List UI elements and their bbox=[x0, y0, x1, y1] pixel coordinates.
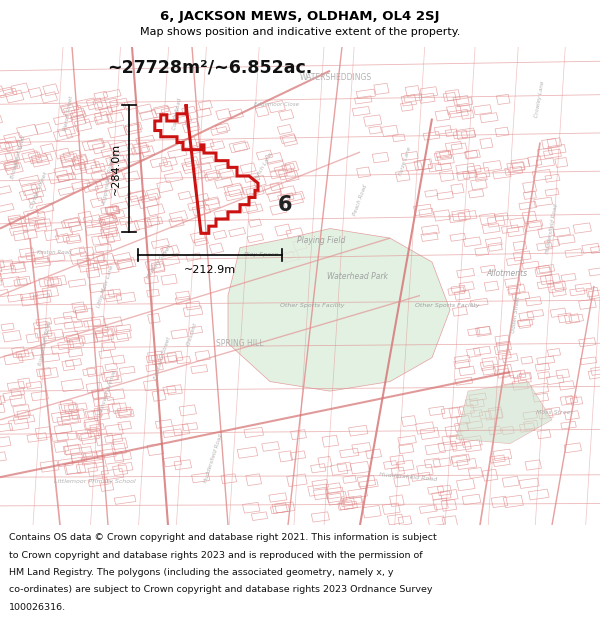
Text: Vincent Avenue: Vincent Avenue bbox=[99, 370, 117, 413]
Text: Count Road: Count Road bbox=[172, 98, 182, 130]
Text: Herbert Street: Herbert Street bbox=[146, 244, 172, 279]
Polygon shape bbox=[228, 229, 450, 391]
Text: Hutch Lane: Hutch Lane bbox=[254, 152, 274, 181]
Text: ~27728m²/~6.852ac.: ~27728m²/~6.852ac. bbox=[107, 59, 313, 77]
Text: 6: 6 bbox=[278, 194, 292, 214]
Text: Furze Lane: Furze Lane bbox=[398, 147, 412, 177]
Text: to Crown copyright and database rights 2023 and is reproduced with the permissio: to Crown copyright and database rights 2… bbox=[9, 551, 422, 559]
Text: Allotments: Allotments bbox=[487, 269, 527, 279]
Text: Huddersfield Road: Huddersfield Road bbox=[379, 472, 437, 482]
Text: Clyde Street: Clyde Street bbox=[29, 171, 49, 209]
Text: Edgemoor Close: Edgemoor Close bbox=[254, 102, 299, 107]
Text: Other Sports Facility: Other Sports Facility bbox=[415, 302, 479, 308]
Text: Waterhead Park: Waterhead Park bbox=[326, 272, 388, 281]
Text: Ripponden Road: Ripponden Road bbox=[101, 158, 115, 204]
Text: Peach Road: Peach Road bbox=[352, 184, 368, 216]
Text: Littlemoor Primary School: Littlemoor Primary School bbox=[54, 479, 136, 484]
Text: Odden Street: Odden Street bbox=[511, 296, 521, 333]
Text: Huddersfield Road: Huddersfield Road bbox=[203, 433, 223, 483]
Text: Crescent: Crescent bbox=[186, 321, 198, 346]
Text: Broadbent Road: Broadbent Road bbox=[10, 134, 26, 179]
Text: WATERSHEDDINGS: WATERSHEDDINGS bbox=[300, 74, 372, 82]
Text: Crowley Lane: Crowley Lane bbox=[535, 81, 545, 118]
Text: SPRING HILL: SPRING HILL bbox=[216, 339, 264, 348]
Text: Map shows position and indicative extent of the property.: Map shows position and indicative extent… bbox=[140, 26, 460, 36]
Text: Play Space: Play Space bbox=[244, 253, 278, 258]
Text: 100026316.: 100026316. bbox=[9, 603, 66, 612]
Text: Ripponden Road: Ripponden Road bbox=[38, 321, 52, 366]
Text: ~212.9m: ~212.9m bbox=[184, 266, 236, 276]
Polygon shape bbox=[456, 381, 552, 444]
Text: Little Moor Lane: Little Moor Lane bbox=[96, 264, 114, 308]
Text: Keston Road: Keston Road bbox=[37, 250, 71, 255]
Text: Huddersfield Road: Huddersfield Road bbox=[545, 203, 559, 254]
Text: Equitable Street: Equitable Street bbox=[153, 336, 171, 379]
Text: Pierce Street: Pierce Street bbox=[64, 96, 74, 132]
Text: HM Land Registry. The polygons (including the associated geometry, namely x, y: HM Land Registry. The polygons (includin… bbox=[9, 568, 394, 577]
Text: ~284.0m: ~284.0m bbox=[111, 142, 121, 195]
Text: co-ordinates) are subject to Crown copyright and database rights 2023 Ordnance S: co-ordinates) are subject to Crown copyr… bbox=[9, 586, 433, 594]
Text: Contains OS data © Crown copyright and database right 2021. This information is : Contains OS data © Crown copyright and d… bbox=[9, 533, 437, 542]
Text: Moss Street: Moss Street bbox=[536, 410, 574, 415]
Text: Playing Field: Playing Field bbox=[297, 236, 345, 245]
Text: 6, JACKSON MEWS, OLDHAM, OL4 2SJ: 6, JACKSON MEWS, OLDHAM, OL4 2SJ bbox=[160, 10, 440, 23]
Text: Other Sports Facility: Other Sports Facility bbox=[280, 302, 344, 308]
